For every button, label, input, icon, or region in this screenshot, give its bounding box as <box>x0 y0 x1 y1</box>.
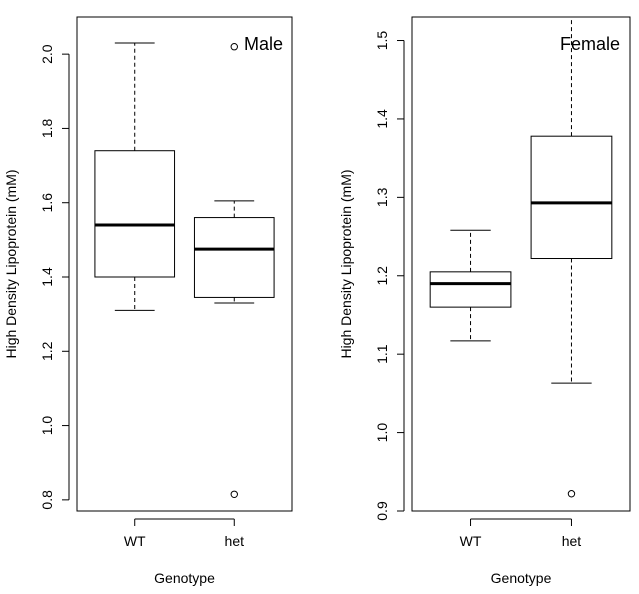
box-wt <box>94 42 176 311</box>
y-tick-label: 1.4 <box>374 109 390 129</box>
x-tick-label: WT <box>124 533 146 549</box>
y-tick-label: 1.8 <box>39 118 55 138</box>
box-het <box>193 43 275 498</box>
y-tick-label: 1.1 <box>374 344 390 364</box>
box-wt <box>429 229 512 342</box>
iqr-box <box>94 150 176 278</box>
y-axis-title: High Density Lipoprotein (mM) <box>3 169 19 358</box>
y-tick-label: 1.2 <box>374 266 390 286</box>
y-tick-label: 1.5 <box>374 31 390 51</box>
iqr-box <box>429 271 512 308</box>
y-tick-label: 0.9 <box>374 501 390 521</box>
y-tick-label: 1.6 <box>39 193 55 213</box>
x-axis-title: Genotype <box>491 570 552 586</box>
chart-panel-male: 0.8 1.0 1.2 1.4 1.6 1.8 2.0 High Density Lipopr… <box>3 16 293 586</box>
y-tick-label: 1.0 <box>39 416 55 436</box>
y-axis-title: High Density Lipoprotein (mM) <box>338 169 354 358</box>
chart-panel-female: 0.9 1.0 1.1 1.2 1.3 1.4 1.5 High Density Lipopr… <box>338 16 631 586</box>
iqr-box <box>530 135 613 260</box>
y-tick-label: 1.3 <box>374 187 390 207</box>
x-axis-title: Genotype <box>154 570 215 586</box>
x-tick-label: het <box>225 533 245 549</box>
x-tick-label: WT <box>460 533 482 549</box>
plot-frame <box>411 16 631 512</box>
y-tick-label: 1.2 <box>39 341 55 361</box>
panel-title: Female <box>560 34 620 54</box>
panel-title: Male <box>244 34 283 54</box>
iqr-box <box>193 217 275 298</box>
y-tick-label: 1.0 <box>374 423 390 443</box>
x-tick-label: het <box>562 533 582 549</box>
outlier-point <box>230 490 238 498</box>
y-tick-label: 2.0 <box>39 44 55 64</box>
y-tick-label: 0.8 <box>39 490 55 510</box>
outlier-point <box>567 490 576 498</box>
plot-frame <box>76 16 293 512</box>
box-het <box>530 16 613 498</box>
outlier-point <box>230 43 238 51</box>
y-tick-label: 1.4 <box>39 267 55 287</box>
